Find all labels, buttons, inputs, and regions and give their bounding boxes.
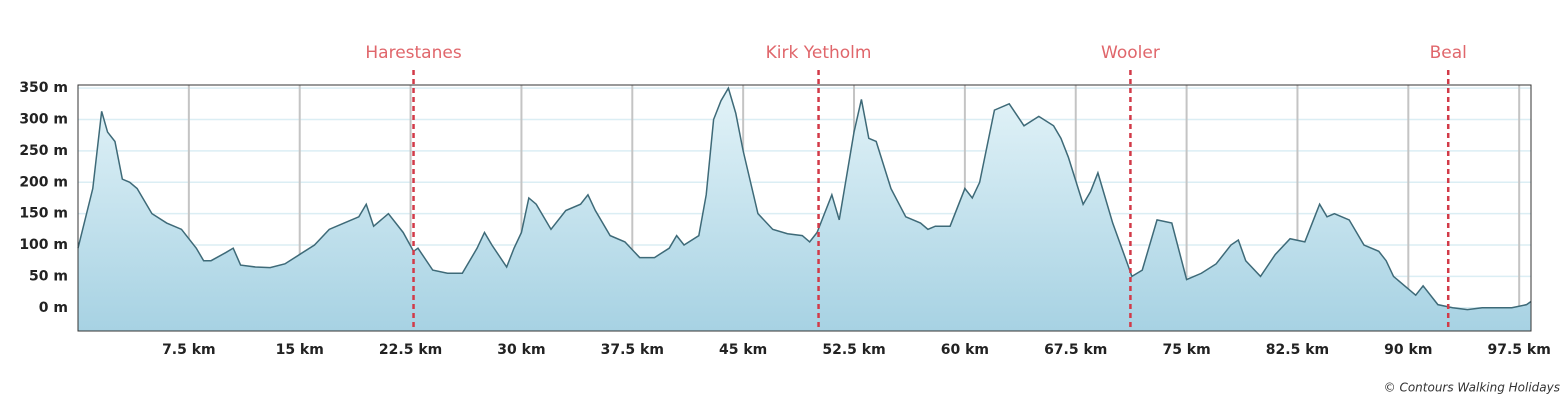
y-tick-label: 0 m: [39, 300, 68, 316]
y-tick-label: 350 m: [19, 80, 68, 96]
x-tick-label: 22.5 km: [379, 342, 442, 358]
x-tick-label: 45 km: [719, 342, 767, 358]
y-tick-label: 50 m: [29, 268, 68, 284]
line: [77, 86, 1532, 311]
x-tick-label: 7.5 km: [162, 342, 216, 358]
y-tick-label: 200 m: [19, 174, 68, 190]
x-tick-label: 97.5 km: [1488, 342, 1551, 358]
marker-label: Beal: [1430, 43, 1467, 63]
x-tick-label: 15 km: [276, 342, 324, 358]
plot-border: [77, 84, 1532, 332]
area: [78, 88, 1531, 331]
y-tick-label: 100 m: [19, 237, 68, 253]
x-tick-label: 52.5 km: [822, 342, 885, 358]
x-tick-label: 67.5 km: [1044, 342, 1107, 358]
y-tick-label: 150 m: [19, 206, 68, 222]
x-tick-label: 82.5 km: [1266, 342, 1329, 358]
marker-label: Wooler: [1101, 43, 1160, 63]
y-tick-label: 250 m: [19, 143, 68, 159]
marker-label: Kirk Yetholm: [766, 43, 872, 63]
x-tick-label: 37.5 km: [601, 342, 664, 358]
x-tick-label: 75 km: [1162, 342, 1210, 358]
marker-label: Harestanes: [365, 43, 461, 63]
x-tick-label: 90 km: [1384, 342, 1432, 358]
credit: © Contours Walking Holidays: [1384, 381, 1560, 395]
x-tick-label: 30 km: [497, 342, 545, 358]
y-tick-label: 300 m: [19, 112, 68, 128]
x-tick-label: 60 km: [941, 342, 989, 358]
